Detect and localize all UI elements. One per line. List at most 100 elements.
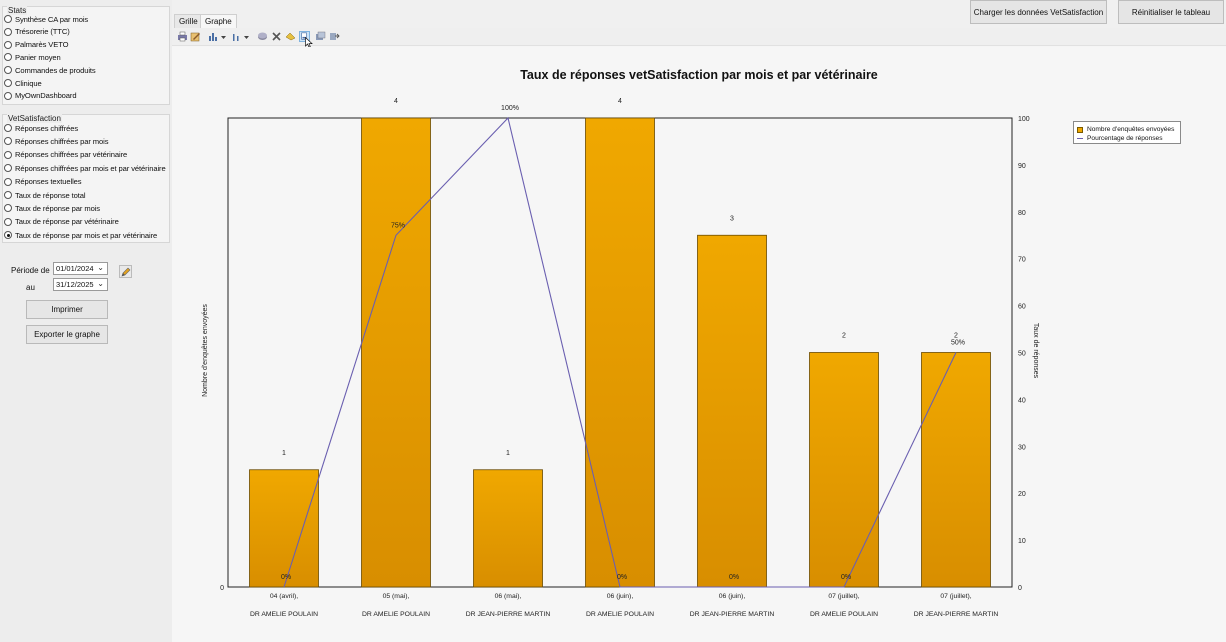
period-to-label: au	[26, 283, 35, 292]
radio-unchecked-icon[interactable]	[4, 191, 12, 199]
main-area: Grille Graphe Charger les données VetSat…	[172, 0, 1226, 642]
radio-unchecked-icon[interactable]	[4, 53, 12, 62]
bar-value-label: 1	[506, 450, 510, 457]
radio-unchecked-icon[interactable]	[4, 66, 12, 75]
pencil-icon[interactable]	[119, 265, 132, 278]
radio-option[interactable]: Commandes de produits	[4, 64, 96, 76]
line-value-label: 75%	[391, 222, 405, 229]
x-tick-label: 05 (mai),	[383, 593, 410, 600]
x-tick-label: DR JEAN-PIERRE MARTIN	[914, 611, 999, 618]
bar	[249, 469, 319, 588]
radio-unchecked-icon[interactable]	[4, 91, 12, 100]
x-tick-label: 04 (avril),	[270, 593, 298, 600]
chevron-down-icon[interactable]: ⌄	[97, 279, 104, 288]
pan-icon[interactable]	[285, 31, 296, 42]
x-tick-label: 06 (juin),	[719, 593, 746, 600]
date-from-picker[interactable]: 01/01/2024 ⌄	[53, 262, 108, 275]
date-from-value: 01/01/2024	[56, 264, 94, 273]
tab-grille[interactable]: Grille	[174, 14, 203, 28]
radio-option[interactable]: MyOwnDashboard	[4, 90, 77, 102]
y2-tick-label: 80	[1018, 210, 1026, 217]
bar-value-label: 1	[282, 450, 286, 457]
radio-option[interactable]: Taux de réponse par vétérinaire	[4, 216, 119, 228]
reset-table-button[interactable]: Réinitialiser le tableau	[1118, 0, 1224, 24]
radio-unchecked-icon[interactable]	[4, 124, 12, 132]
radio-option[interactable]: Taux de réponse par mois	[4, 202, 100, 214]
radio-unchecked-icon[interactable]	[4, 164, 12, 173]
radio-option[interactable]: Panier moyen	[4, 51, 61, 63]
chart-panel: Taux de réponses vetSatisfaction par moi…	[172, 47, 1226, 642]
radio-unchecked-icon[interactable]	[4, 40, 12, 49]
load-data-button[interactable]: Charger les données VetSatisfaction	[970, 0, 1107, 24]
radio-option[interactable]: Palmarès VETO	[4, 39, 69, 51]
y2-tick-label: 20	[1018, 491, 1026, 498]
y-tick-label: 0	[220, 585, 224, 592]
radio-option[interactable]: Réponses textuelles	[4, 176, 82, 188]
radio-option-label: Taux de réponse par vétérinaire	[15, 217, 119, 227]
radio-option[interactable]: Taux de réponse par mois et par vétérina…	[4, 229, 157, 241]
edit-icon[interactable]	[190, 31, 201, 42]
print-icon[interactable]	[177, 31, 188, 42]
bar-value-label: 3	[730, 215, 734, 222]
date-to-picker[interactable]: 31/12/2025 ⌄	[53, 278, 108, 291]
legend-label-sent: Nombre d'enquêtes envoyées	[1087, 126, 1175, 133]
radio-checked-icon[interactable]	[4, 231, 12, 240]
y2-tick-label: 10	[1018, 538, 1026, 545]
legend-swatch-line	[1077, 138, 1083, 139]
line-chart-icon[interactable]	[231, 31, 242, 42]
dropdown-arrow-icon[interactable]	[243, 31, 250, 42]
radio-option-label: Taux de réponse par mois	[15, 203, 100, 213]
radio-unchecked-icon[interactable]	[4, 177, 12, 186]
radio-option-label: Réponses chiffrées par vétérinaire	[15, 150, 128, 160]
y2-tick-label: 30	[1018, 444, 1026, 451]
y2-tick-label: 90	[1018, 163, 1026, 170]
radio-option[interactable]: Trésorerie (TTC)	[4, 26, 70, 38]
chart-svg: 1 04 (avril), DR AMELIE POULAIN 4 05 (mai), D…	[220, 98, 1030, 618]
radio-unchecked-icon[interactable]	[4, 150, 12, 159]
dropdown-arrow-icon[interactable]	[220, 31, 227, 42]
bar-chart-icon[interactable]	[208, 31, 219, 42]
export-icon[interactable]	[329, 31, 340, 42]
y2-tick-label: 40	[1018, 397, 1026, 404]
radio-option[interactable]: Réponses chiffrées par mois	[4, 135, 109, 147]
radio-option[interactable]: Réponses chiffrées par mois et par vétér…	[4, 162, 166, 174]
export-chart-button[interactable]: Exporter le graphe	[26, 325, 108, 344]
radio-option[interactable]: Réponses chiffrées par vétérinaire	[4, 149, 127, 161]
x-tick-label: 06 (juin),	[607, 593, 634, 600]
y2-tick-label: 50	[1018, 351, 1026, 358]
chart-legend: Nombre d'enquêtes envoyées Pourcentage d…	[1073, 121, 1181, 144]
x-tick-label: 06 (mai),	[495, 593, 522, 600]
legend-swatch-bar	[1077, 126, 1083, 133]
print-button[interactable]: Imprimer	[26, 300, 108, 319]
radio-unchecked-icon[interactable]	[4, 217, 12, 226]
line-value-label: 0%	[841, 574, 851, 581]
tab-graphe[interactable]: Graphe	[200, 14, 237, 28]
mouse-cursor-icon	[305, 37, 313, 48]
legend-item-sent: Nombre d'enquêtes envoyées	[1077, 125, 1174, 134]
line-value-label: 0%	[281, 574, 291, 581]
bar	[697, 234, 767, 588]
tools-icon[interactable]	[271, 31, 282, 42]
radio-option[interactable]: Réponses chiffrées	[4, 122, 78, 134]
bar-value-label: 4	[618, 98, 622, 105]
zoom-icon[interactable]	[299, 31, 310, 42]
radio-option[interactable]: Clinique	[4, 77, 42, 89]
3d-icon[interactable]	[257, 31, 268, 42]
bar	[585, 117, 655, 588]
bar-value-label: 2	[954, 333, 958, 340]
chevron-down-icon[interactable]: ⌄	[97, 263, 104, 272]
radio-option[interactable]: Synthèse CA par mois	[4, 13, 88, 25]
radio-unchecked-icon[interactable]	[4, 27, 12, 36]
bar-value-label: 4	[394, 98, 398, 105]
radio-unchecked-icon[interactable]	[4, 137, 12, 146]
radio-option-label: Panier moyen	[15, 52, 61, 62]
radio-option[interactable]: Taux de réponse total	[4, 189, 86, 201]
vetsatisfaction-group-title: VetSatisfaction	[7, 114, 62, 123]
radio-unchecked-icon[interactable]	[4, 79, 12, 87]
radio-unchecked-icon[interactable]	[4, 204, 12, 213]
copy-icon[interactable]	[315, 31, 326, 42]
radio-unchecked-icon[interactable]	[4, 15, 12, 23]
y2-tick-label: 0	[1018, 585, 1022, 592]
radio-option-label: Taux de réponse total	[15, 190, 86, 200]
